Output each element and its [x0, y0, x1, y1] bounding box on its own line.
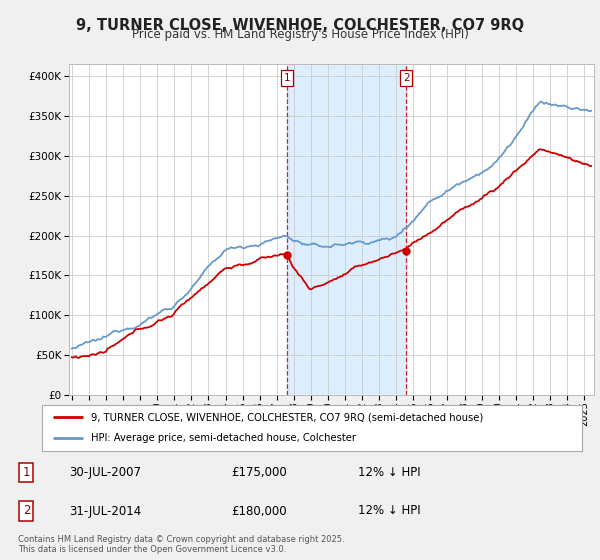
- Text: Contains HM Land Registry data © Crown copyright and database right 2025.
This d: Contains HM Land Registry data © Crown c…: [18, 535, 344, 554]
- Text: 1: 1: [283, 73, 290, 83]
- Text: 30-JUL-2007: 30-JUL-2007: [70, 466, 142, 479]
- Text: 9, TURNER CLOSE, WIVENHOE, COLCHESTER, CO7 9RQ: 9, TURNER CLOSE, WIVENHOE, COLCHESTER, C…: [76, 18, 524, 33]
- Text: £175,000: £175,000: [231, 466, 287, 479]
- Text: 2: 2: [23, 505, 30, 517]
- Text: HPI: Average price, semi-detached house, Colchester: HPI: Average price, semi-detached house,…: [91, 433, 356, 444]
- Text: 2: 2: [403, 73, 409, 83]
- Text: 9, TURNER CLOSE, WIVENHOE, COLCHESTER, CO7 9RQ (semi-detached house): 9, TURNER CLOSE, WIVENHOE, COLCHESTER, C…: [91, 412, 483, 422]
- Text: 31-JUL-2014: 31-JUL-2014: [70, 505, 142, 517]
- Text: 1: 1: [23, 466, 30, 479]
- Bar: [287, 64, 406, 395]
- Text: £180,000: £180,000: [231, 505, 287, 517]
- Text: 12% ↓ HPI: 12% ↓ HPI: [358, 505, 420, 517]
- Text: 12% ↓ HPI: 12% ↓ HPI: [358, 466, 420, 479]
- Text: Price paid vs. HM Land Registry's House Price Index (HPI): Price paid vs. HM Land Registry's House …: [131, 28, 469, 41]
